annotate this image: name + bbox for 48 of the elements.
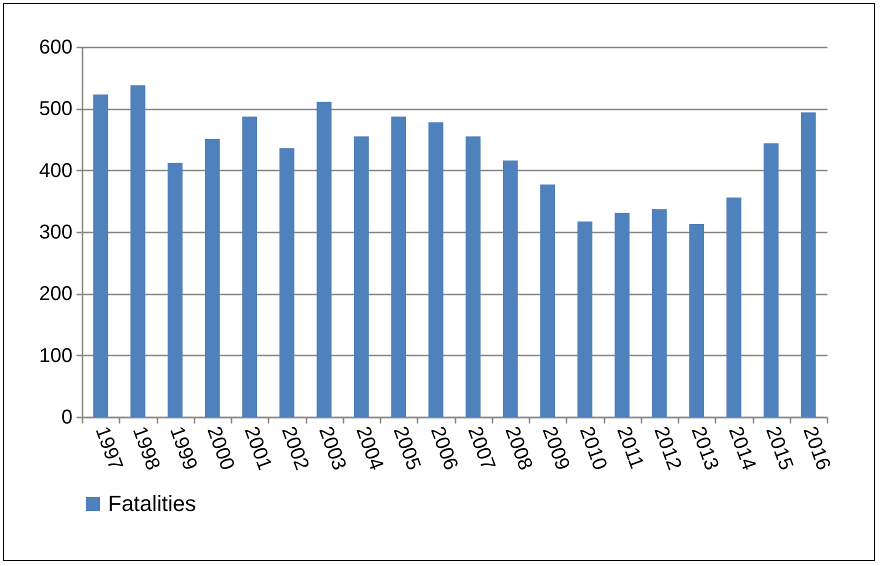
x-tick-label: 2011 (612, 424, 648, 472)
x-tick-label: 2010 (575, 424, 611, 474)
bar (764, 143, 779, 417)
bar (652, 209, 667, 417)
x-tick-label: 1998 (128, 424, 164, 474)
x-tick-label: 2007 (463, 424, 500, 474)
bar (466, 136, 481, 417)
y-tick-label: 600 (39, 36, 72, 58)
x-tick-label: 2008 (500, 424, 536, 474)
x-tick-label: 1999 (165, 424, 202, 474)
x-tick-label: 2013 (686, 424, 723, 474)
x-tick-label: 2001 (240, 424, 276, 474)
bar (428, 122, 444, 417)
bar (689, 224, 704, 417)
legend-label: Fatalities (108, 491, 196, 516)
bar (540, 184, 556, 417)
y-tick-label: 500 (39, 98, 72, 120)
bar (93, 94, 108, 417)
x-tick-label: 2002 (277, 424, 313, 474)
x-tick-label: 2009 (538, 424, 574, 474)
bar (130, 85, 146, 417)
bar (204, 138, 220, 417)
x-tick-label: 2000 (202, 424, 238, 474)
bar (502, 160, 518, 417)
bar (316, 102, 332, 417)
bar (800, 112, 816, 417)
y-tick-label: 300 (39, 222, 72, 244)
y-tick-label: 100 (39, 344, 72, 367)
bar (279, 148, 294, 417)
x-tick-label: 2004 (352, 424, 388, 474)
x-tick-label: 2016 (798, 424, 834, 474)
x-tick-label: 2005 (388, 424, 425, 474)
y-tick-label: 400 (39, 160, 72, 182)
y-tick-label: 0 (61, 406, 72, 428)
bar (391, 116, 406, 417)
x-tick-label: 1997 (90, 424, 127, 474)
bar (577, 222, 592, 417)
bar (242, 116, 258, 417)
bar (726, 197, 742, 417)
bar (614, 212, 630, 417)
bar (354, 136, 369, 417)
y-tick-label: 200 (39, 283, 72, 306)
x-tick-label: 2006 (426, 424, 462, 474)
bar (168, 162, 183, 417)
x-tick-label: 2003 (314, 424, 350, 474)
x-tick-label: 2015 (761, 424, 798, 474)
x-tick-label: 2014 (724, 424, 760, 474)
x-tick-label: 2012 (650, 424, 686, 474)
